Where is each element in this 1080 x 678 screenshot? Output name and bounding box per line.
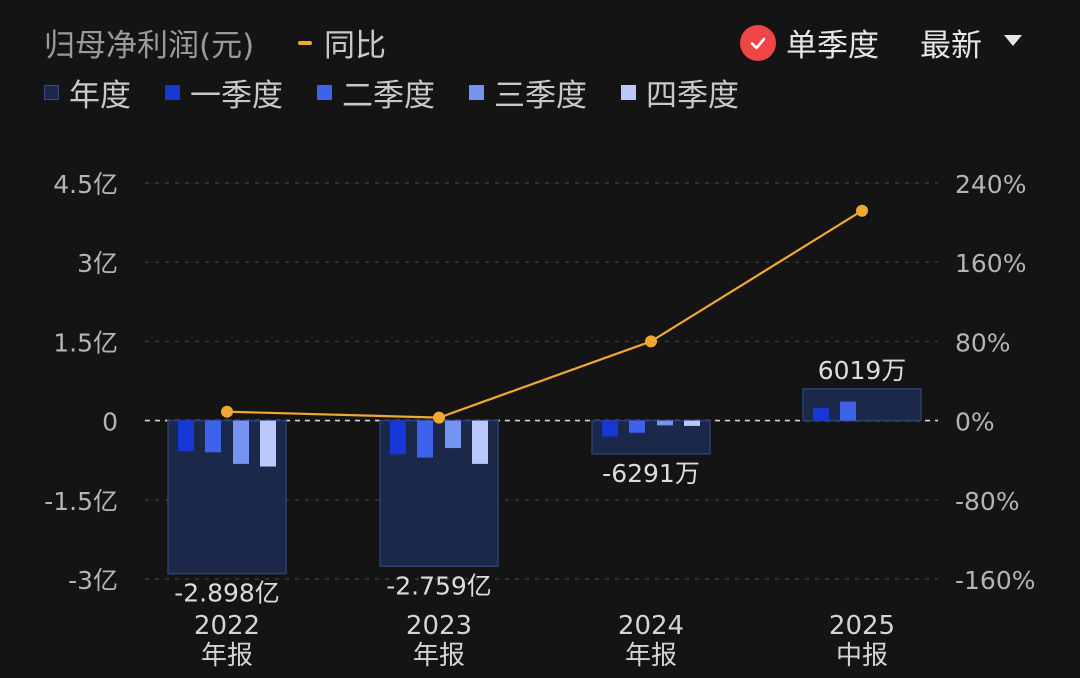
legend-label: 一季度: [190, 78, 283, 114]
quarter-bar: [445, 420, 461, 449]
line-legend-icon: [298, 40, 312, 45]
legend-item-q2[interactable]: 二季度: [317, 70, 435, 115]
yoy-legend: 同比: [298, 20, 386, 65]
quarter-bar: [417, 420, 433, 458]
x-tick-report: 中报: [836, 641, 888, 671]
legend-item-annual[interactable]: 年度: [44, 70, 131, 115]
yoy-line: [226, 209, 863, 419]
right-tick-label: 0%: [955, 408, 995, 437]
yoy-point: [856, 204, 868, 217]
check-icon: [740, 24, 776, 61]
x-tick-year: 2025: [829, 611, 895, 641]
toggle-label: 单季度: [786, 28, 879, 64]
quarter-bar: [684, 420, 700, 426]
x-tick-report: 年报: [413, 641, 465, 671]
quarter-bar: [629, 420, 645, 433]
yoy-point: [645, 335, 657, 348]
quarter-bar: [205, 420, 221, 453]
x-tick-report: 年报: [201, 641, 253, 671]
legend-swatch: [44, 85, 59, 100]
annual-value-label: -2.759亿: [386, 571, 492, 600]
left-tick-label: 4.5亿: [53, 170, 118, 199]
chart-title: 归母净利润(元): [44, 28, 255, 64]
legend: 年度 一季度 二季度 三季度 四季度: [44, 70, 773, 115]
period-dropdown[interactable]: 最新: [920, 20, 1022, 65]
legend-label: 二季度: [342, 78, 435, 114]
legend-swatch: [621, 85, 636, 100]
left-tick-label: 3亿: [77, 249, 118, 278]
period-label: 最新: [920, 28, 982, 64]
single-quarter-toggle[interactable]: 单季度: [740, 20, 879, 65]
x-tick-year: 2023: [406, 611, 472, 641]
annual-value-label: 6019万: [818, 356, 907, 385]
legend-item-q4[interactable]: 四季度: [621, 70, 739, 115]
quarter-bar: [260, 420, 276, 467]
left-tick-label: 1.5亿: [53, 328, 118, 357]
annual-value-label: -2.898亿: [174, 579, 280, 608]
legend-label: 四季度: [646, 78, 739, 114]
annual-value-label: -6291万: [602, 459, 700, 488]
quarter-bar: [472, 420, 488, 464]
yoy-legend-label: 同比: [324, 28, 386, 64]
quarter-bar: [390, 420, 406, 455]
legend-swatch: [469, 85, 484, 100]
right-tick-label: 80%: [955, 328, 1011, 357]
quarter-bar: [813, 407, 829, 421]
yoy-point: [221, 405, 233, 418]
x-tick-year: 2024: [618, 611, 684, 641]
left-tick-label: -1.5亿: [44, 487, 118, 516]
quarter-bar: [178, 420, 194, 452]
quarter-bar: [602, 420, 618, 437]
yoy-point: [433, 411, 445, 424]
quarter-bar: [233, 420, 249, 464]
right-tick-label: -160%: [955, 566, 1036, 595]
right-tick-label: 240%: [955, 170, 1026, 199]
legend-label: 年度: [69, 78, 131, 114]
legend-label: 三季度: [494, 78, 587, 114]
left-tick-label: 0: [102, 408, 118, 437]
left-tick-label: -3亿: [68, 566, 118, 595]
right-tick-label: -80%: [955, 487, 1020, 516]
quarter-bar: [840, 401, 856, 421]
legend-swatch: [317, 85, 332, 100]
quarter-bar: [657, 420, 673, 426]
legend-swatch: [165, 85, 180, 100]
right-tick-label: 160%: [955, 249, 1026, 278]
legend-item-q1[interactable]: 一季度: [165, 70, 283, 115]
x-tick-year: 2022: [194, 611, 260, 641]
x-tick-report: 年报: [625, 641, 677, 671]
legend-item-q3[interactable]: 三季度: [469, 70, 587, 115]
chevron-down-icon: [1004, 35, 1022, 46]
